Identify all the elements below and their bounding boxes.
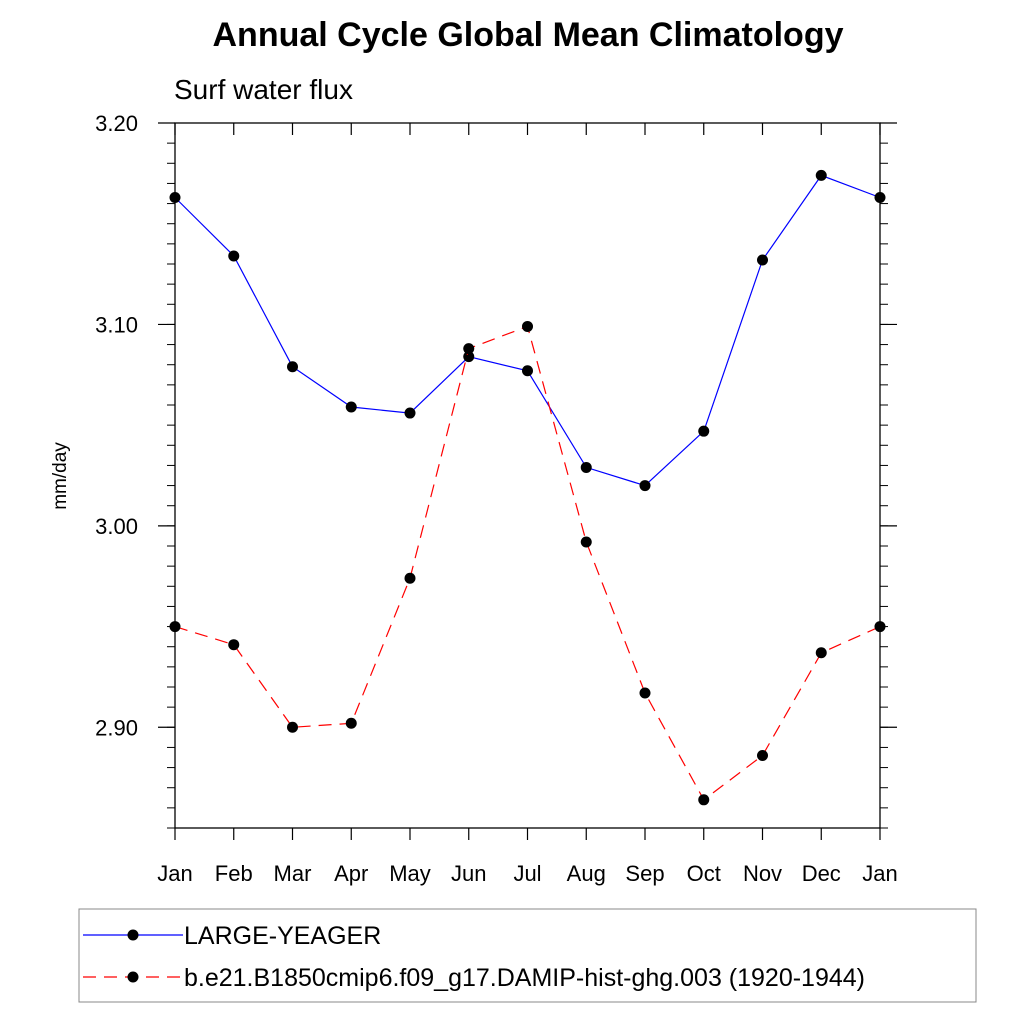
data-point-s0-7: [580, 461, 592, 473]
legend-label-large-yeager: LARGE-YEAGER: [184, 922, 381, 950]
x-tick-label: Apr: [334, 861, 368, 886]
plot-frame: [174, 122, 881, 829]
data-point-s1-5: [463, 343, 475, 355]
y-axis-label: mm/day: [50, 442, 71, 510]
series-line-1: [174, 325, 881, 801]
legend-label-damip: b.e21.B1850cmip6.f09_g17.DAMIP-hist-ghg.…: [184, 964, 865, 992]
x-tick-label: Jan: [157, 861, 192, 886]
legend-item-damip: b.e21.B1850cmip6.f09_g17.DAMIP-hist-ghg.…: [83, 964, 865, 992]
x-tick-labels: Jan Feb Mar Apr May Jun Jul Aug Sep Oct Nov Dec Jan: [157, 861, 897, 886]
data-point-s1-11: [815, 647, 827, 659]
data-point-s0-10: [757, 254, 768, 266]
x-tick-label: Mar: [274, 861, 312, 886]
data-point-s1-2: [287, 721, 298, 733]
x-tick-label: Oct: [687, 861, 721, 886]
y-tick-label: 3.20: [95, 111, 138, 136]
x-tick-label: Aug: [567, 861, 606, 886]
legend-marker-large-yeager: [127, 929, 139, 941]
data-point-s1-9: [698, 794, 710, 806]
x-tick-label: Jan: [862, 861, 897, 886]
axis-ticks: [158, 122, 897, 840]
data-point-s1-6: [522, 320, 533, 332]
chart-title: Annual Cycle Global Mean Climatology: [213, 16, 844, 54]
x-tick-label: Feb: [215, 861, 253, 886]
data-point-s0-12: [874, 192, 886, 204]
legend-box: [78, 908, 977, 1003]
chart-subtitle: Surf water flux: [174, 74, 353, 105]
x-tick-label: Jul: [513, 861, 541, 886]
data-point-s0-9: [698, 425, 710, 437]
data-point-s1-10: [757, 749, 768, 761]
y-tick-labels: 2.90 3.00 3.10 3.20: [95, 111, 138, 740]
data-point-s0-3: [345, 401, 357, 413]
data-point-s0-5: [463, 351, 475, 363]
y-tick-label: 3.00: [95, 514, 138, 539]
data-point-s0-0: [169, 192, 181, 204]
series-group: [169, 169, 886, 806]
data-point-s1-8: [639, 687, 651, 699]
data-point-s0-11: [815, 169, 827, 181]
data-point-s1-1: [228, 639, 240, 651]
legend-marker-damip: [127, 971, 139, 983]
data-point-s1-0: [169, 621, 181, 633]
data-point-s0-1: [228, 250, 240, 262]
data-point-s1-7: [580, 536, 592, 548]
data-point-s1-3: [345, 717, 357, 729]
data-point-s1-4: [404, 572, 416, 584]
data-point-s1-12: [874, 621, 886, 633]
y-tick-label: 2.90: [95, 715, 138, 740]
x-tick-label: Nov: [743, 861, 782, 886]
legend-item-large-yeager: LARGE-YEAGER: [83, 922, 381, 950]
x-tick-label: Sep: [625, 861, 664, 886]
y-tick-label: 3.10: [95, 312, 138, 337]
data-point-s0-6: [522, 365, 533, 377]
data-point-s0-2: [287, 361, 298, 373]
data-point-s0-4: [404, 407, 416, 419]
x-tick-label: May: [389, 861, 431, 886]
x-tick-label: Jun: [451, 861, 486, 886]
x-tick-label: Dec: [802, 861, 841, 886]
data-point-s0-8: [639, 480, 651, 492]
